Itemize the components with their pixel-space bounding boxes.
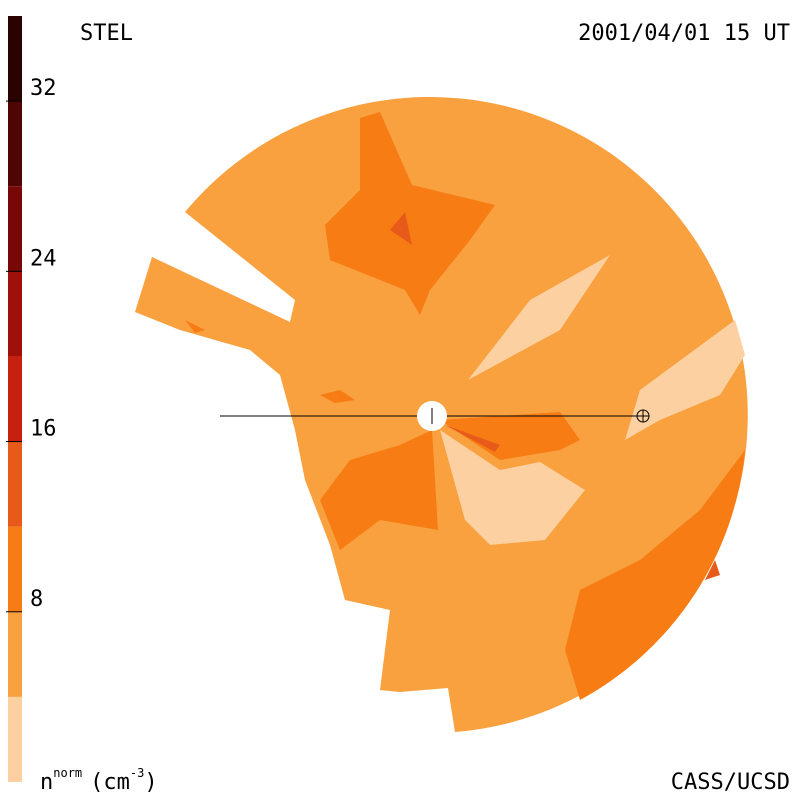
- colorbar-band: [8, 16, 22, 102]
- colorbar-band: [8, 441, 22, 527]
- density-region: [440, 412, 580, 460]
- title: STEL: [80, 21, 133, 46]
- density-region: [320, 390, 355, 403]
- density-region: [468, 255, 610, 380]
- colorbar-tick-label: 24: [30, 246, 57, 271]
- label-unit: (cm: [90, 770, 130, 795]
- density-region: [185, 320, 205, 333]
- label-superscript: norm: [53, 766, 82, 780]
- colorbar-band: [8, 271, 22, 357]
- colorbar-label: nnorm (cm-3): [40, 766, 158, 796]
- colorbar-band: [8, 101, 22, 187]
- density-region: [445, 425, 500, 452]
- credit: CASS/UCSD: [671, 770, 790, 795]
- density-region: [320, 430, 438, 550]
- colorbar-band: [8, 696, 22, 782]
- density-region: [565, 450, 745, 700]
- colorbar-tick-label: 16: [30, 417, 57, 442]
- colorbar-band: [8, 186, 22, 272]
- label-close: ): [144, 770, 157, 795]
- colorbar-band: [8, 356, 22, 442]
- colorbar-tick-label: 32: [30, 76, 57, 101]
- density-region: [325, 112, 495, 315]
- date: 2001/04/01 15 UT: [578, 21, 790, 46]
- colorbar-band: [8, 611, 22, 697]
- label-symbol: n: [40, 770, 53, 795]
- density-region: [705, 560, 720, 580]
- density-region: [625, 320, 745, 440]
- density-region: [390, 212, 412, 245]
- colorbar-tick-label: 8: [30, 587, 43, 612]
- label-power: -3: [130, 766, 144, 780]
- colorbar-band: [8, 526, 22, 612]
- density-region: [440, 430, 585, 545]
